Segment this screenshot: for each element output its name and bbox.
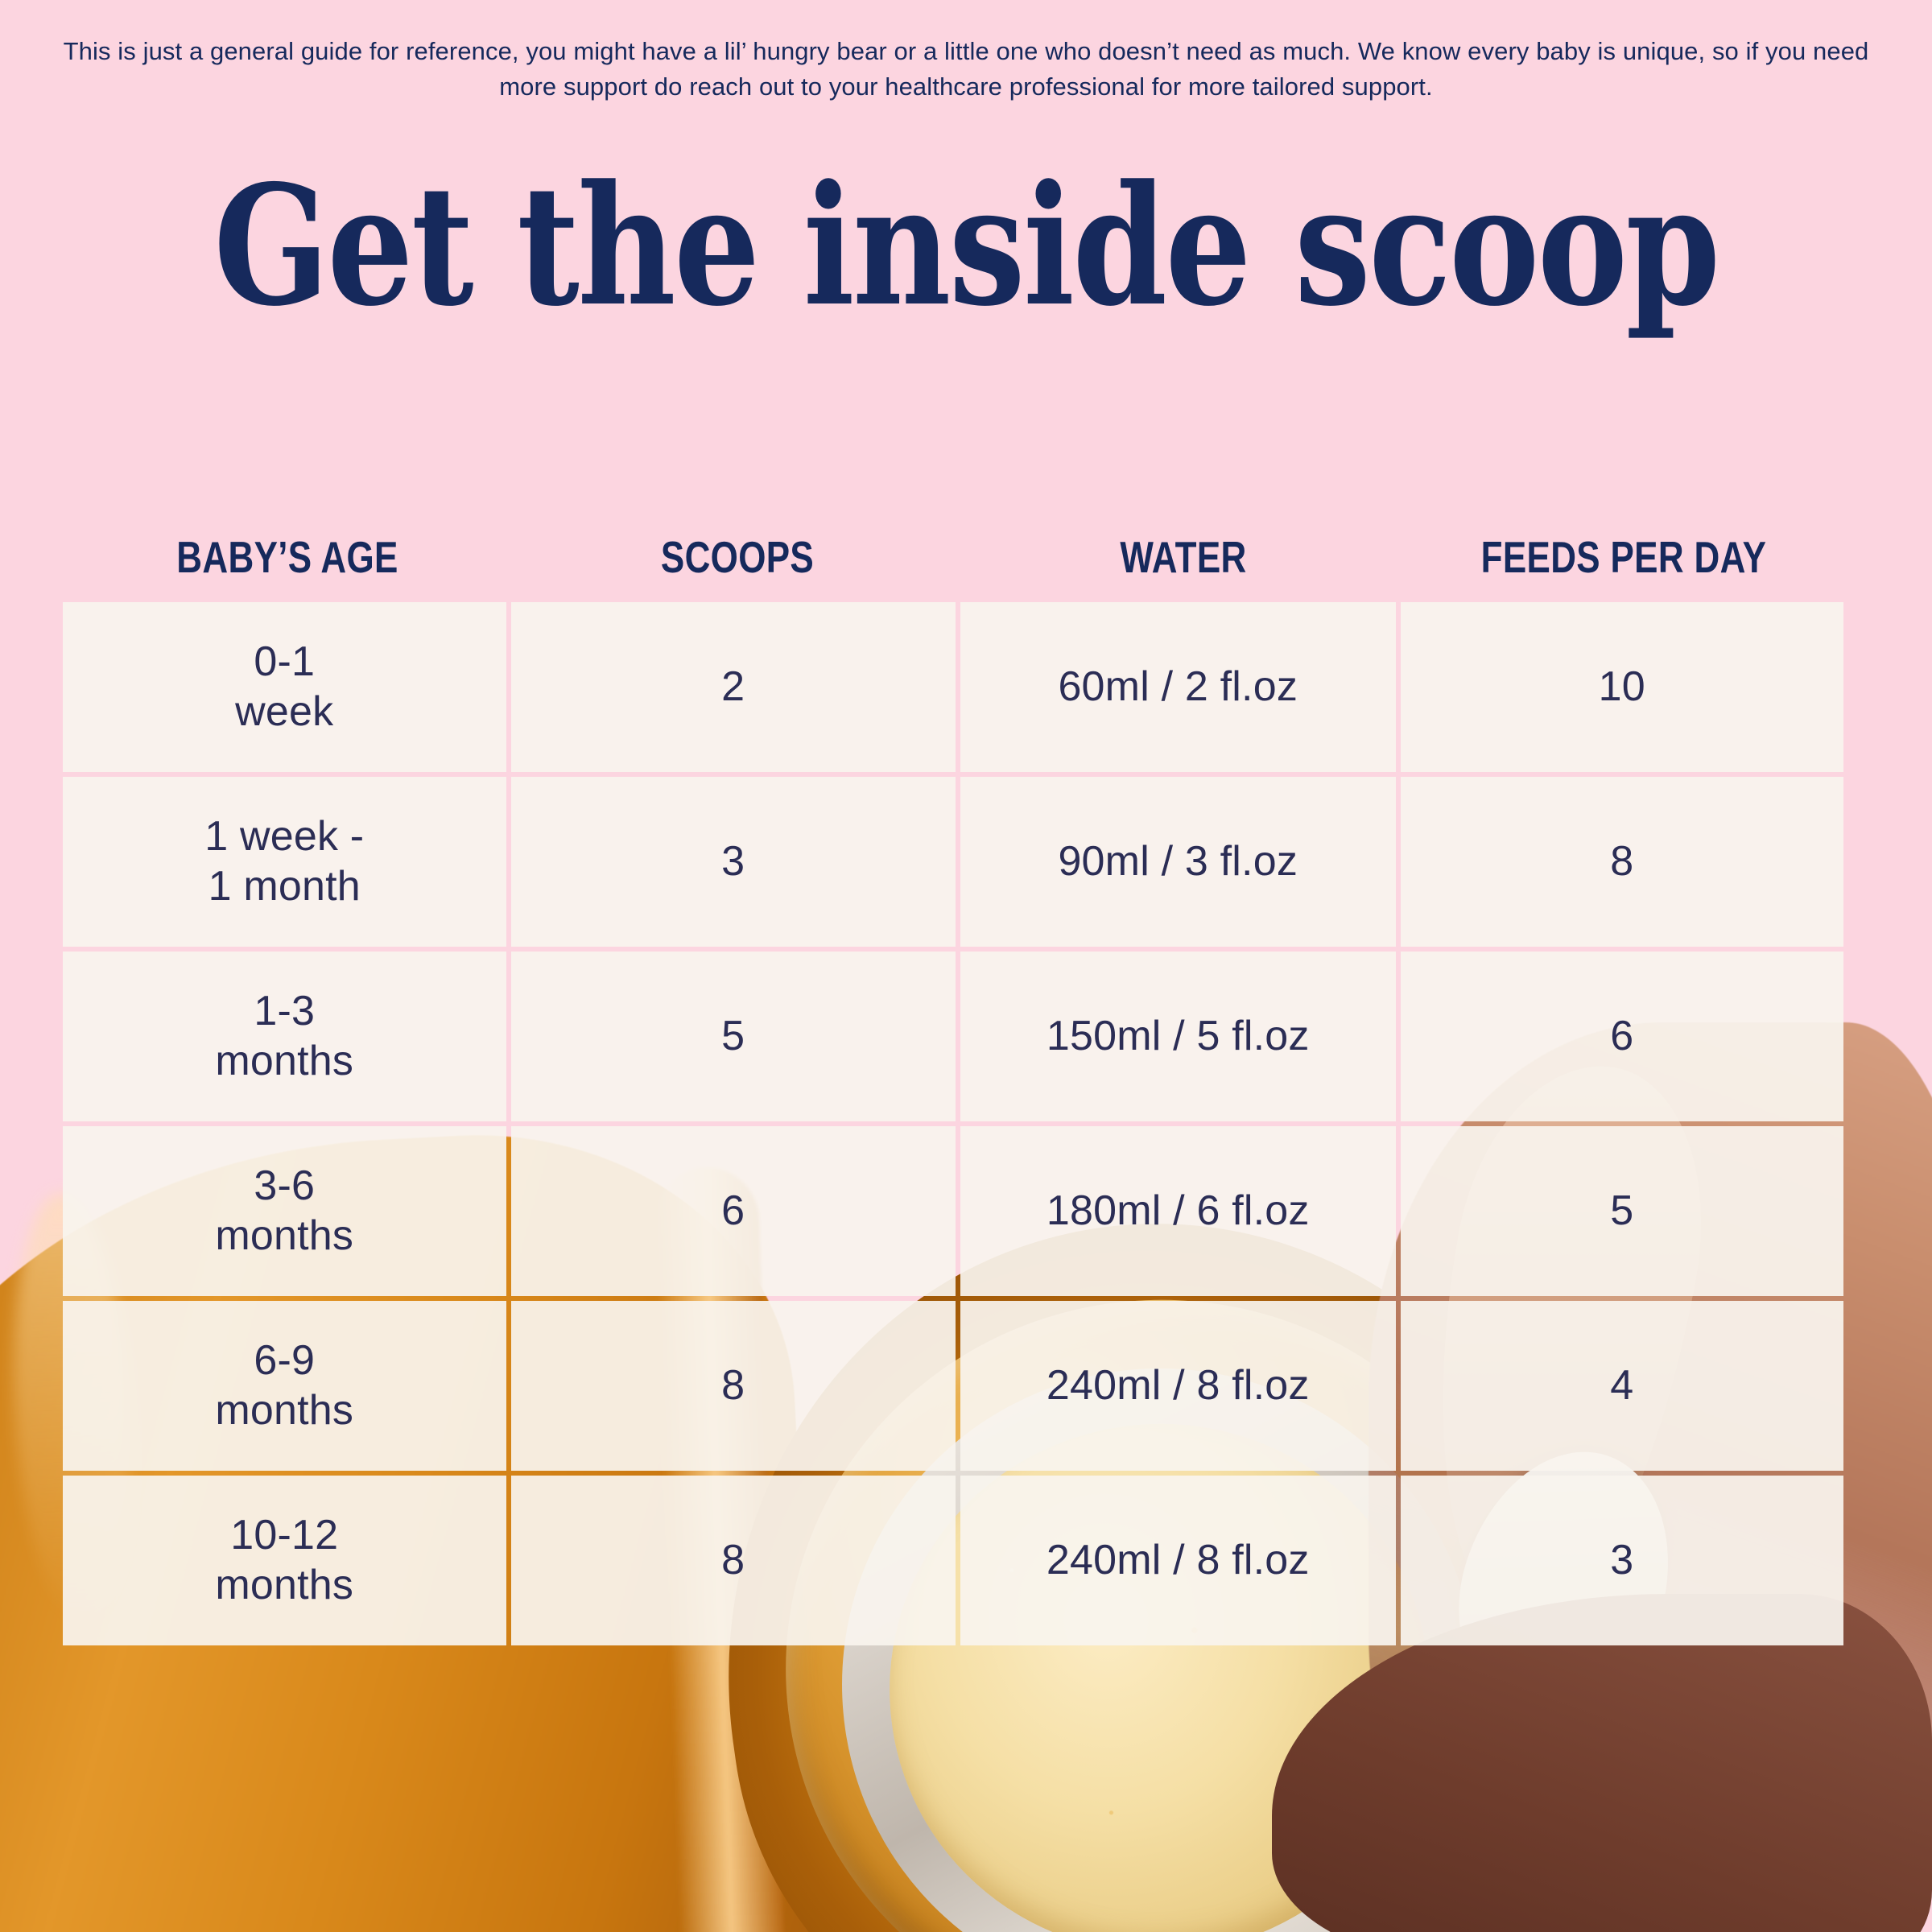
cell-scoops: 3 bbox=[510, 777, 956, 947]
cell-feeds: 4 bbox=[1400, 1301, 1843, 1471]
age-line-1: 10-12 bbox=[230, 1512, 339, 1559]
age-line-2: 1 month bbox=[208, 862, 361, 910]
column-header-feeds-per-day: FEEDS PER DAY bbox=[1480, 532, 1767, 582]
age-line-1: 1-3 bbox=[254, 988, 316, 1035]
age-line-2: week bbox=[235, 687, 334, 735]
column-header-scoops: SCOOPS bbox=[660, 532, 815, 582]
table-row: 3-6 months 6 180ml / 6 fl.oz 5 bbox=[63, 1126, 1843, 1296]
cell-water: 90ml / 3 fl.oz bbox=[960, 777, 1396, 947]
age-line-2: months bbox=[215, 1561, 354, 1608]
age-line-1: 3-6 bbox=[254, 1162, 316, 1210]
cell-age: 6-9 months bbox=[63, 1301, 506, 1471]
cell-scoops: 2 bbox=[510, 602, 956, 772]
age-line-1: 6-9 bbox=[254, 1337, 316, 1385]
page-title: Get the inside scoop bbox=[213, 150, 1720, 344]
age-line-2: months bbox=[215, 1037, 354, 1084]
cell-age: 1 week -1 month bbox=[63, 777, 506, 947]
cell-feeds: 10 bbox=[1400, 602, 1843, 772]
table-row: 0-1 week 2 60ml / 2 fl.oz 10 bbox=[63, 602, 1843, 772]
cell-feeds: 6 bbox=[1400, 952, 1843, 1121]
cell-scoops: 8 bbox=[510, 1476, 956, 1645]
cell-age: 0-1 week bbox=[63, 602, 506, 772]
table-row: 1-3 months 5 150ml / 5 fl.oz 6 bbox=[63, 952, 1843, 1121]
age-line-2: months bbox=[215, 1212, 354, 1259]
cell-water: 150ml / 5 fl.oz bbox=[960, 952, 1396, 1121]
cell-scoops: 8 bbox=[510, 1301, 956, 1471]
feeding-guide-table: BABY’S AGE SCOOPS WATER FEEDS PER DAY 0-… bbox=[63, 512, 1843, 1645]
cell-feeds: 8 bbox=[1400, 777, 1843, 947]
disclaimer-text: This is just a general guide for referen… bbox=[63, 37, 1869, 101]
cell-age: 3-6 months bbox=[63, 1126, 506, 1296]
cell-scoops: 5 bbox=[510, 952, 956, 1121]
table-row: 10-12 months 8 240ml / 8 fl.oz 3 bbox=[63, 1476, 1843, 1645]
cell-feeds: 3 bbox=[1400, 1476, 1843, 1645]
column-header-water: WATER bbox=[1120, 532, 1247, 582]
cell-water: 60ml / 2 fl.oz bbox=[960, 602, 1396, 772]
cell-water: 180ml / 6 fl.oz bbox=[960, 1126, 1396, 1296]
cell-water: 240ml / 8 fl.oz bbox=[960, 1301, 1396, 1471]
cell-age: 10-12 months bbox=[63, 1476, 506, 1645]
age-line-1: 1 week - bbox=[204, 813, 365, 861]
age-line-2: months bbox=[215, 1386, 354, 1434]
cell-feeds: 5 bbox=[1400, 1126, 1843, 1296]
cell-age: 1-3 months bbox=[63, 952, 506, 1121]
table-header-row: BABY’S AGE SCOOPS WATER FEEDS PER DAY bbox=[63, 512, 1843, 602]
column-header-babys-age: BABY’S AGE bbox=[176, 532, 398, 582]
cell-scoops: 6 bbox=[510, 1126, 956, 1296]
table-row: 1 week -1 month 3 90ml / 3 fl.oz 8 bbox=[63, 777, 1843, 947]
cell-water: 240ml / 8 fl.oz bbox=[960, 1476, 1396, 1645]
table-row: 6-9 months 8 240ml / 8 fl.oz 4 bbox=[63, 1301, 1843, 1471]
age-line-1: 0-1 bbox=[254, 638, 316, 686]
